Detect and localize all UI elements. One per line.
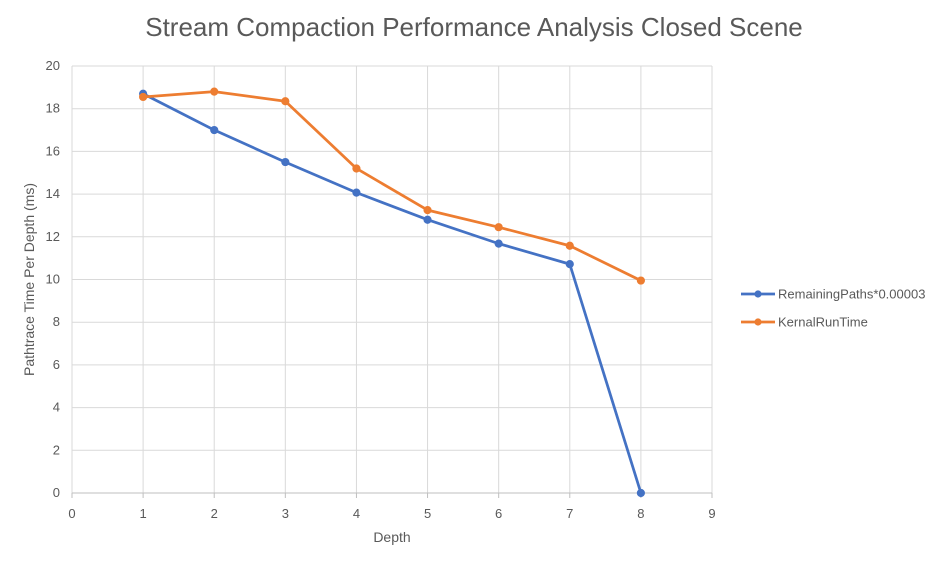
series-layer [139,87,645,498]
x-tick-label: 4 [353,506,360,521]
y-tick-label: 10 [46,272,60,287]
legend-swatch-marker [754,290,762,298]
y-axis-title: Pathtrace Time Per Depth (ms) [21,183,37,376]
data-point [352,164,361,173]
y-tick-label: 14 [46,186,60,201]
series-line-2 [141,90,643,282]
data-point [423,206,432,215]
data-point [565,241,574,250]
x-tick-label: 7 [566,506,573,521]
y-tick-label: 0 [53,485,60,500]
x-tick-label: 2 [211,506,218,521]
x-axis-title: Depth [373,529,410,545]
series-line-1 [141,92,643,495]
gridlines [71,65,713,494]
legend: RemainingPaths*0.00003 KernalRunTime [741,287,925,330]
data-point [139,92,148,102]
data-point [423,215,432,224]
y-tick-label: 20 [46,58,60,73]
x-tick-label: 8 [637,506,644,521]
data-point [210,125,219,135]
y-tick-label: 2 [53,442,60,457]
x-tick-label: 3 [282,506,289,521]
legend-swatch-marker [754,318,762,326]
x-tick-label: 9 [708,506,715,521]
x-tick-label: 5 [424,506,431,521]
data-point [281,97,290,106]
legend-label: RemainingPaths*0.00003 [778,287,925,302]
y-tick-label: 16 [46,143,60,158]
y-tick-label: 12 [46,229,60,244]
y-tick-label: 18 [46,101,60,116]
y-tick-label: 4 [53,400,60,415]
data-point [352,188,361,197]
data-point [210,87,219,96]
x-tick-label: 1 [139,506,146,521]
data-point [636,488,645,498]
data-point [494,223,503,232]
y-tick-label: 8 [53,314,60,329]
data-point [494,239,503,248]
chart-title: Stream Compaction Performance Analysis C… [145,12,803,42]
x-tick-label: 0 [68,506,75,521]
legend-label: KernalRunTime [778,315,868,330]
data-point [281,157,290,167]
data-point [565,260,574,269]
x-tick-label: 6 [495,506,502,521]
y-tick-label: 6 [53,357,60,372]
data-point [636,276,645,285]
